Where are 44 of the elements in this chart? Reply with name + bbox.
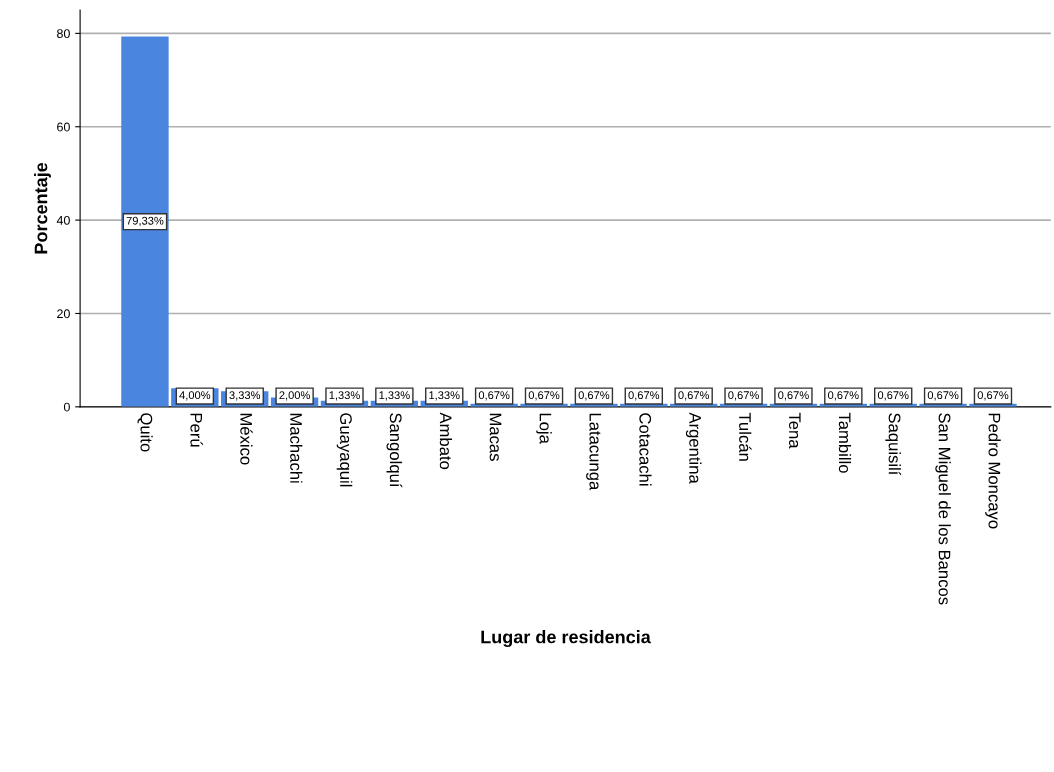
x-axis-title: Lugar de residencia (481, 630, 651, 648)
y-tick-label: 0 (63, 402, 70, 412)
x-tick-label: Latacunga (586, 413, 602, 491)
data-label: 0,67% (728, 391, 759, 401)
x-tick-label: Sangolquí (386, 413, 403, 488)
y-axis-title: Porcentaje (34, 162, 51, 254)
x-tick-label: Loja (536, 413, 552, 444)
data-label: 4,00% (179, 391, 211, 401)
x-tick-label: Perú (190, 413, 203, 447)
x-tick-label: Quito (137, 413, 153, 452)
y-tick-label: 40 (56, 215, 70, 225)
data-label: 3,33% (229, 391, 261, 401)
x-tick-label: Guayaquil (336, 413, 353, 487)
x-tick-label: Machachi (290, 413, 303, 483)
data-label: 0,67% (927, 391, 959, 401)
data-label: 79,33% (126, 216, 164, 226)
data-label: 0,67% (778, 391, 809, 401)
data-label: 1,33% (379, 391, 410, 401)
y-tick-label: 20 (57, 309, 70, 319)
data-label: 0,67% (578, 391, 610, 401)
x-tick-label: Macas (489, 413, 502, 461)
data-label: 0,67% (678, 391, 710, 401)
x-tick-label: Tulcán (739, 412, 752, 461)
data-label: 0,67% (628, 391, 660, 401)
x-tick-label: San Miguel de los Bancos (935, 413, 951, 605)
data-label: 0,67% (877, 391, 909, 401)
y-tick-label: 60 (57, 122, 70, 132)
data-label: 0,67% (828, 391, 859, 401)
data-label: 1,33% (429, 391, 460, 401)
x-tick-label: México (240, 413, 253, 465)
x-tick-label: Argentina (685, 412, 702, 484)
x-tick-label: Cotacachi (639, 413, 652, 486)
y-tick-label: 80 (57, 29, 70, 39)
x-tick-label: Saquisilí (885, 413, 902, 476)
bar (121, 36, 169, 407)
data-label: 0,67% (528, 391, 560, 401)
x-tick-label: Tambillo (838, 412, 852, 473)
data-label: 0,67% (478, 391, 510, 401)
x-tick-label: Ambato (439, 412, 453, 470)
x-tick-label: Tena (788, 412, 801, 449)
data-label: 0,67% (977, 391, 1009, 401)
x-tick-label: Pedro Moncayo (985, 413, 1001, 529)
data-label: 1,33% (329, 391, 360, 401)
data-label: 2,00% (279, 391, 310, 401)
